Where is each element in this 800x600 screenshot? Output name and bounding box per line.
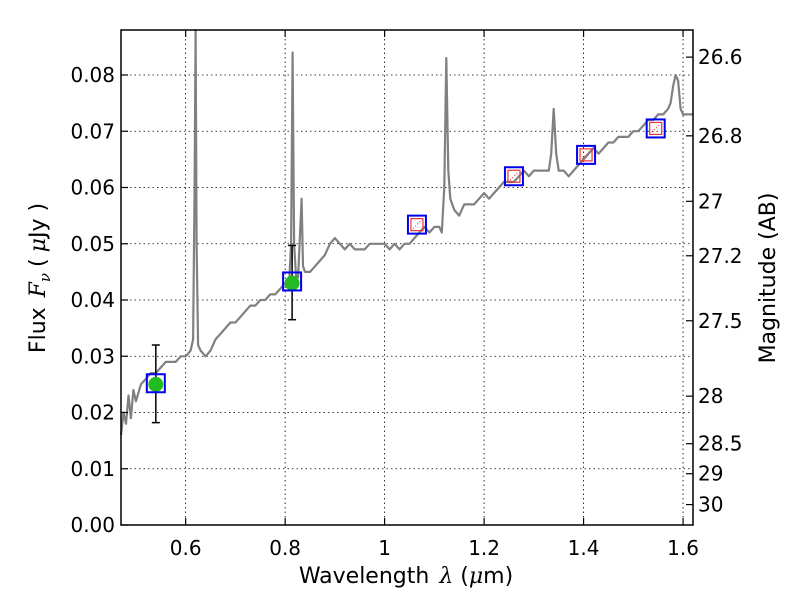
y2-tick-label: 28 (698, 384, 723, 408)
synthetic-point (410, 218, 424, 232)
y-tick-label: 0.07 (70, 119, 115, 143)
y-tick-label: 0.03 (70, 344, 115, 368)
synthetic-point-mark (581, 150, 591, 160)
y-tick-label: 0.08 (70, 63, 115, 87)
grid-lines (121, 30, 693, 525)
synthetic-point (579, 148, 593, 162)
y2-tick-label: 29 (698, 462, 723, 486)
model-box-point (282, 271, 303, 292)
y-tick-label: 0.02 (70, 401, 115, 425)
x-tick-label: 0.8 (269, 536, 301, 560)
box-layer (145, 118, 666, 394)
x-axis-label: Wavelength λ (μm) (299, 564, 513, 589)
y-tick-label: 0.01 (70, 457, 115, 481)
y2-tick-label: 28.5 (698, 432, 743, 456)
y-tick-label: 0.06 (70, 176, 115, 200)
detection-point (284, 275, 300, 291)
synthetic-point-mark (651, 124, 660, 133)
y-tick-label: 0.04 (70, 288, 115, 312)
y2-tick-label: 27.2 (698, 244, 743, 268)
synthetic-point-mark (509, 171, 519, 181)
model-box-point (645, 118, 666, 139)
y2-tick-label: 26.8 (698, 124, 743, 148)
model-box-point (576, 144, 597, 165)
y2-tick-label: 30 (698, 493, 723, 517)
synthetic-point (507, 169, 521, 183)
y2-tick-label: 27 (698, 189, 723, 213)
x-tick-label: 1.2 (468, 536, 500, 560)
plot-frame (120, 29, 694, 526)
y-axis-ticks: 0.00 0.01 0.02 0.03 0.04 0.05 0.06 0.07 0.08 (70, 63, 128, 537)
detection-layer (148, 275, 300, 392)
y-axis-label: FluxFν(μJy ) (26, 203, 54, 353)
synthetic-point (649, 121, 663, 136)
plot-background (121, 30, 693, 525)
x-tick-label: 0.6 (170, 536, 202, 560)
y2-axis-ticks: 26.6 26.8 27 27.2 27.5 28 28.5 29 30 (686, 45, 743, 517)
x-tick-label: 1 (378, 536, 391, 560)
model-box-point (406, 214, 427, 235)
model-box-point (145, 373, 166, 394)
synthetic-layer (410, 121, 663, 232)
y2-axis-label: Magnitude (AB) (756, 193, 781, 364)
y2-tick-label: 26.6 (698, 45, 743, 69)
x-tick-label: 1.4 (568, 536, 600, 560)
synthetic-point-mark (412, 220, 422, 229)
x-axis-ticks: 0.6 0.8 1 1.2 1.4 1.6 (170, 30, 699, 560)
y-tick-label: 0.00 (70, 513, 115, 537)
detection-point (148, 376, 164, 392)
model-box-point (503, 166, 524, 187)
x-tick-label: 1.6 (667, 536, 699, 560)
y-tick-label: 0.05 (70, 232, 115, 256)
y2-tick-label: 27.5 (698, 309, 743, 333)
